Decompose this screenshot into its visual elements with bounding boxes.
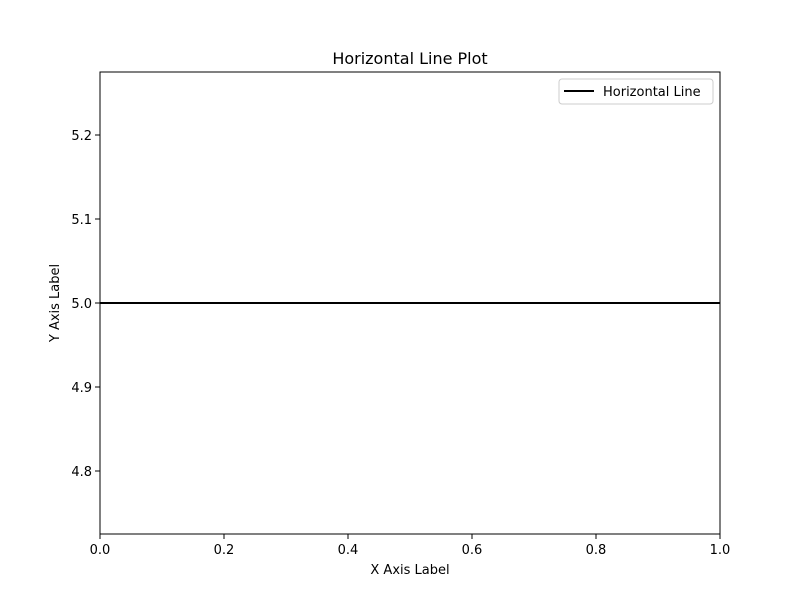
x-tick-label: 0.4 bbox=[338, 543, 359, 558]
y-axis-label: Y Axis Label bbox=[48, 264, 63, 343]
y-axis: 4.8 4.9 5.0 5.1 5.2 bbox=[71, 129, 100, 480]
x-tick-label: 0.2 bbox=[214, 543, 235, 558]
x-axis-label: X Axis Label bbox=[370, 563, 449, 578]
y-tick-label: 4.8 bbox=[71, 465, 92, 480]
x-tick-label: 0.0 bbox=[90, 543, 111, 558]
plot-frame bbox=[99, 71, 721, 535]
legend-box bbox=[558, 78, 714, 105]
x-tick-label: 0.6 bbox=[462, 543, 483, 558]
chart-title: Horizontal Line Plot bbox=[332, 49, 487, 68]
x-tick-label: 1.0 bbox=[710, 543, 731, 558]
x-tick-label: 0.8 bbox=[586, 543, 607, 558]
y-tick-label: 5.0 bbox=[71, 297, 92, 312]
y-tick-label: 5.2 bbox=[71, 129, 92, 144]
legend: Horizontal Line bbox=[558, 78, 714, 105]
y-tick-label: 5.1 bbox=[71, 213, 92, 228]
x-axis: 0.0 0.2 0.4 0.6 0.8 1.0 bbox=[90, 534, 731, 558]
legend-label: Horizontal Line bbox=[603, 85, 701, 100]
y-tick-label: 4.9 bbox=[71, 381, 92, 396]
